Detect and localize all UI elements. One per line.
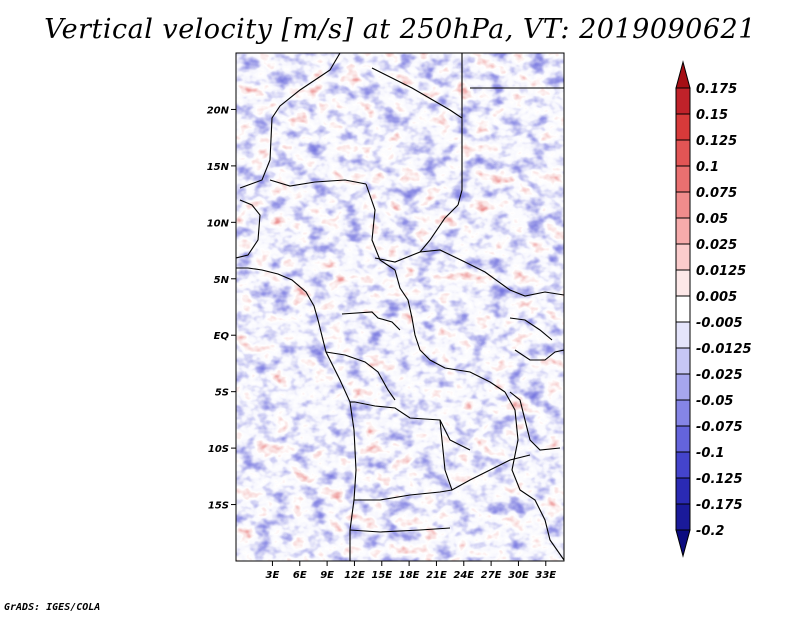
lon-tick-label: 18E [399, 570, 420, 581]
colorbar-swatch [675, 425, 691, 453]
colorbar-label: 0.125 [696, 134, 737, 149]
colorbar-swatch [675, 529, 691, 558]
colorbar-label: 0.1 [696, 160, 719, 175]
lon-tick-label: 15E [371, 570, 392, 581]
colorbar-label: -0.075 [696, 420, 743, 435]
lat-tick-label: 5N [214, 275, 230, 286]
colorbar-swatch [675, 60, 691, 89]
colorbar-label: -0.0125 [696, 342, 752, 357]
colorbar-label: 0.075 [696, 186, 737, 201]
colorbar-swatch [675, 191, 691, 219]
colorbar-label: 0.005 [696, 290, 737, 305]
lat-tick-label: 15S [208, 501, 229, 512]
country-borders [236, 53, 564, 561]
colorbar-swatch [675, 269, 691, 297]
colorbar-label: -0.175 [696, 498, 743, 513]
chart-title: Vertical velocity [m/s] at 250hPa, VT: 2… [44, 14, 756, 45]
colorbar-swatch [675, 113, 691, 141]
colorbar-swatch [675, 295, 691, 323]
colorbar-label: -0.1 [696, 446, 724, 461]
colorbar-swatch [675, 217, 691, 245]
lon-tick-label: 6E [293, 570, 307, 581]
colorbar-label: -0.05 [696, 394, 733, 409]
vertical-velocity-field [236, 53, 564, 561]
lat-tick-label: 20N [207, 105, 230, 116]
lon-tick-label: 30E [508, 570, 529, 581]
colorbar-swatch [675, 399, 691, 427]
lon-tick-label: 12E [344, 570, 365, 581]
lon-tick-label: 21E [426, 570, 447, 581]
colorbar-swatch [675, 87, 691, 115]
colorbar-label: 0.025 [696, 238, 737, 253]
lat-tick-label: 10N [207, 218, 230, 229]
colorbar-swatch [675, 243, 691, 271]
colorbar-label: -0.025 [696, 368, 743, 383]
colorbar: 0.175 0.15 0.125 0.1 0.075 0.05 0.025 0.0125 0.0… [675, 60, 752, 558]
colorbar-label: 0.15 [696, 108, 728, 123]
lon-tick-label: 24E [453, 570, 474, 581]
colorbar-swatch [675, 477, 691, 505]
map-panel: 20N 15N 10N 5N EQ 5S 10S 15S 3E 6E 9E 12E 15E 18E 21E… [207, 52, 565, 581]
lat-tick-label: EQ [214, 331, 230, 342]
lon-tick-label: 3E [266, 570, 280, 581]
colorbar-swatch [675, 321, 691, 349]
lat-tick-label: 5S [215, 388, 229, 399]
colorbar-label: -0.2 [696, 524, 724, 539]
lon-tick-label: 9E [320, 570, 334, 581]
colorbar-label: 0.175 [696, 82, 737, 97]
colorbar-swatch [675, 139, 691, 167]
colorbar-label: -0.125 [696, 472, 743, 487]
colorbar-label: 0.05 [696, 212, 728, 227]
grads-credit: GrADS: IGES/COLA [4, 602, 101, 613]
colorbar-swatch [675, 165, 691, 193]
map-frame [235, 52, 565, 562]
latitude-ticks: 20N 15N 10N 5N EQ 5S 10S 15S [207, 105, 236, 512]
colorbar-label: -0.005 [696, 316, 743, 331]
lon-tick-label: 27E [481, 570, 502, 581]
colorbar-swatch [675, 451, 691, 479]
longitude-ticks: 3E 6E 9E 12E 15E 18E 21E 24E 27E 30E 33E [266, 561, 556, 581]
colorbar-swatch [675, 347, 691, 375]
colorbar-swatch [675, 373, 691, 401]
lat-tick-label: 10S [208, 444, 229, 455]
lat-tick-label: 15N [207, 162, 230, 173]
lon-tick-label: 33E [535, 570, 556, 581]
colorbar-label: 0.0125 [696, 264, 746, 279]
colorbar-swatch [675, 503, 691, 531]
